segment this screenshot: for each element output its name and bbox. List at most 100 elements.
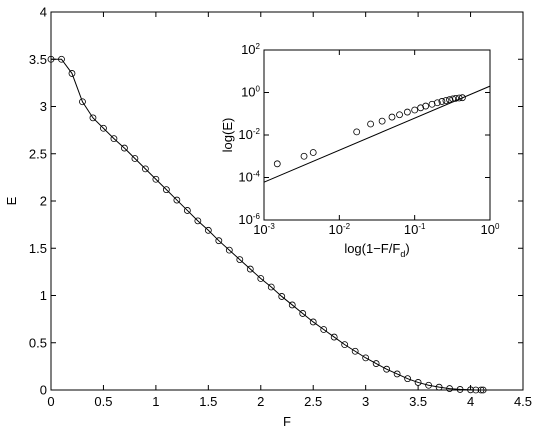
data-point	[152, 175, 160, 183]
x-label-text: log(1−F/F	[344, 241, 400, 256]
tick-exponent: 0	[495, 222, 500, 231]
y-axis-label: E	[4, 196, 19, 205]
x-label-sub: d	[400, 249, 405, 259]
data-point	[351, 347, 359, 355]
data-point	[100, 124, 107, 132]
data-point	[194, 217, 202, 225]
data-point	[472, 386, 480, 394]
tick-exponent: 2	[256, 42, 261, 51]
data-point	[367, 120, 374, 128]
tick-label: 2	[257, 394, 264, 409]
tick-label: 2.5	[29, 146, 47, 161]
data-point	[278, 293, 286, 300]
data-point	[162, 186, 170, 194]
data-point	[267, 283, 275, 291]
tick-label: 100	[241, 84, 260, 99]
data-point	[446, 385, 453, 392]
data-point	[320, 326, 328, 333]
data-point	[414, 379, 422, 386]
data-point	[467, 386, 474, 394]
data-point	[300, 152, 308, 160]
data-point	[411, 106, 419, 114]
data-point	[236, 256, 244, 263]
data-point	[246, 265, 254, 273]
data-point	[362, 354, 370, 362]
tick-label: 3.5	[29, 52, 47, 67]
data-point	[341, 341, 349, 349]
data-point	[456, 386, 464, 393]
tick-base: 10	[404, 222, 418, 237]
tick-label: 100	[481, 222, 500, 237]
data-point	[273, 160, 281, 168]
data-point	[330, 333, 338, 341]
tick-exponent: -1	[418, 222, 426, 231]
data-point	[257, 275, 265, 282]
data-point	[396, 111, 403, 119]
series-line	[51, 58, 484, 391]
y-axis-label: log(E)	[220, 118, 235, 153]
data-point	[446, 96, 453, 104]
tick-base: 10	[238, 212, 252, 227]
data-point	[183, 207, 191, 214]
tick-label: 0	[40, 383, 47, 398]
data-point	[121, 144, 128, 152]
tick-label: 4	[467, 394, 474, 409]
data-point	[479, 386, 487, 394]
tick-base: 10	[329, 222, 343, 237]
tick-label: 3	[362, 394, 369, 409]
x-axis-label: F	[283, 414, 291, 429]
tick-label: 10-2	[238, 127, 260, 142]
series-line	[263, 85, 491, 183]
tick-label: 10-6	[238, 212, 260, 227]
data-point	[299, 310, 307, 317]
data-point	[422, 102, 430, 110]
data-point	[215, 237, 223, 245]
data-point	[403, 108, 411, 116]
tick-label: 2	[40, 194, 47, 209]
data-point	[383, 365, 391, 373]
data-point	[141, 165, 149, 173]
data-point	[417, 104, 425, 112]
tick-exponent: -4	[253, 169, 261, 178]
data-point	[425, 381, 433, 389]
data-point	[404, 375, 412, 383]
tick-label: 2.5	[304, 394, 322, 409]
data-point	[378, 117, 386, 125]
data-point	[288, 301, 296, 309]
tick-exponent: -6	[253, 212, 261, 221]
data-point	[452, 94, 460, 102]
plot-area	[263, 49, 491, 221]
data-point	[458, 94, 466, 102]
tick-label: 3.5	[409, 394, 427, 409]
data-point	[58, 55, 65, 63]
x-axis-label: log(1−F/Fd)	[344, 241, 409, 259]
data-point	[68, 70, 76, 77]
data-point	[79, 98, 86, 106]
data-point	[225, 246, 233, 254]
tick-label: 4.5	[514, 394, 532, 409]
data-point	[47, 55, 55, 63]
tick-base: 10	[241, 42, 255, 57]
data-point	[442, 97, 450, 104]
data-point	[110, 135, 118, 143]
tick-label: 1	[152, 394, 159, 409]
tick-base: 10	[238, 169, 252, 184]
tick-base: 10	[253, 222, 267, 237]
tick-label: 4	[40, 5, 47, 20]
tick-base: 10	[241, 84, 255, 99]
data-point	[435, 383, 443, 391]
tick-label: 0.5	[29, 335, 47, 350]
data-point	[204, 226, 212, 234]
tick-exponent: 0	[256, 84, 261, 93]
x-label-tail: )	[405, 241, 409, 256]
data-point	[433, 99, 441, 107]
data-point	[131, 155, 139, 162]
data-point	[438, 98, 446, 105]
tick-base: 10	[238, 127, 252, 142]
data-point	[372, 360, 380, 367]
tick-label: 0.5	[94, 394, 112, 409]
tick-label: 102	[241, 42, 260, 57]
data-point	[173, 196, 181, 204]
tick-exponent: -3	[268, 222, 276, 231]
tick-label: 10-2	[329, 222, 351, 237]
